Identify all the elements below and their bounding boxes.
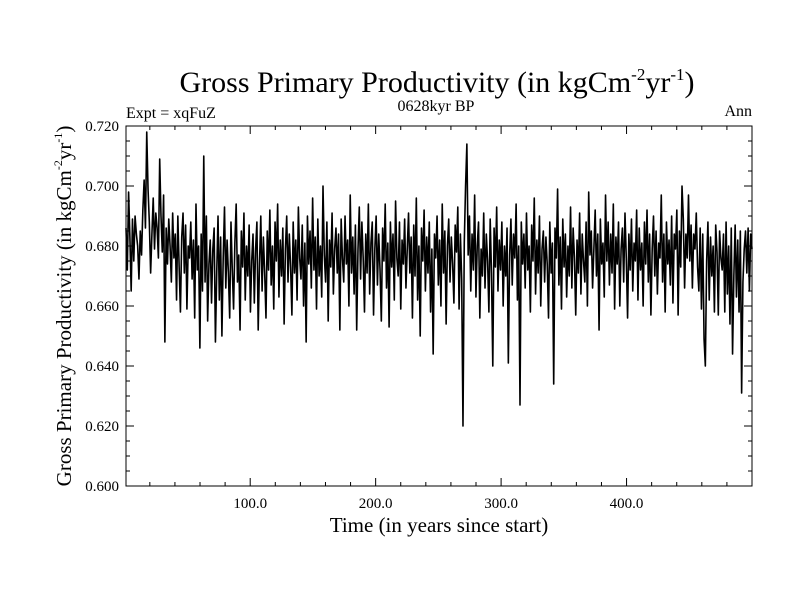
series-line-gpp — [125, 131, 753, 427]
plot-frame — [125, 125, 753, 487]
y-axis: 0.600 0.620 0.640 0.660 0.680 0.700 0.720 — [85, 119, 752, 495]
y-tick-label: 0.620 — [85, 419, 119, 435]
y-tick-label: 0.660 — [85, 299, 119, 315]
y-tick-label: 0.640 — [85, 359, 119, 375]
y-tick-label: 0.700 — [85, 179, 119, 195]
y-tick-label: 0.720 — [85, 119, 119, 135]
chart-title: Gross Primary Productivity (in kgCm-2yr-… — [180, 65, 695, 99]
subtitle-season: Ann — [724, 103, 752, 120]
x-tick-label: 100.0 — [233, 496, 267, 512]
y-axis-label: Gross Primary Productivity (in kgCm-2yr-… — [51, 126, 76, 487]
subtitle-period: 0628kyr BP — [398, 98, 475, 115]
x-tick-label: 400.0 — [610, 496, 644, 512]
x-tick-label: 200.0 — [359, 496, 393, 512]
y-tick-label: 0.600 — [85, 479, 119, 495]
subtitle-experiment: Expt = xqFuZ — [126, 105, 216, 122]
x-axis-label: Time (in years since start) — [330, 513, 549, 537]
x-axis: 100.0 200.0 300.0 400.0 — [149, 126, 728, 512]
x-tick-label: 300.0 — [484, 496, 518, 512]
y-tick-label: 0.680 — [85, 239, 119, 255]
